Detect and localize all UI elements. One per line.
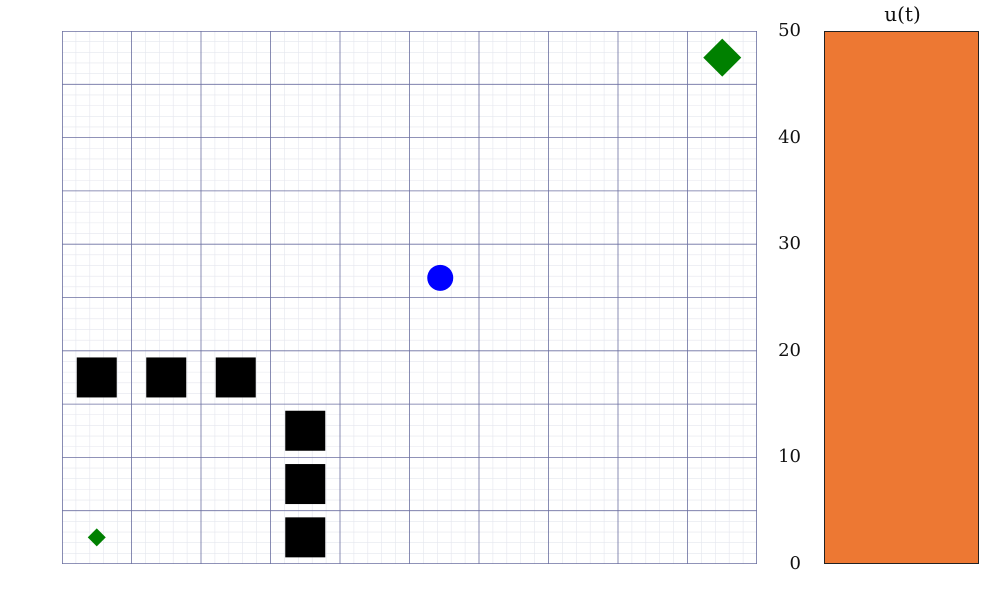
obstacle-block (285, 410, 326, 451)
axis-tick-label: 30 (778, 233, 801, 255)
axis-tick-label: 0 (789, 553, 801, 574)
axis-tick-label: 10 (778, 446, 801, 468)
goal-diamond-icon (703, 38, 742, 77)
obstacle-block (285, 517, 326, 558)
control-bar-chart: u(t) 0 10 20 30 40 50 (770, 0, 1000, 600)
obstacle-block (146, 357, 187, 398)
grid-world (62, 31, 757, 564)
axis-tick-label: 20 (778, 339, 801, 361)
obstacle-block (285, 464, 326, 505)
control-bar (824, 31, 979, 564)
agent-circle-icon (427, 264, 454, 291)
obstacle-block (215, 357, 256, 398)
bar-chart-title: u(t) (884, 2, 921, 26)
start-diamond-icon (87, 528, 106, 547)
axis-tick-label: 50 (778, 20, 801, 41)
grid-canvas (62, 31, 757, 564)
axis-tick-label: 40 (778, 126, 801, 148)
obstacle-block (76, 357, 117, 398)
